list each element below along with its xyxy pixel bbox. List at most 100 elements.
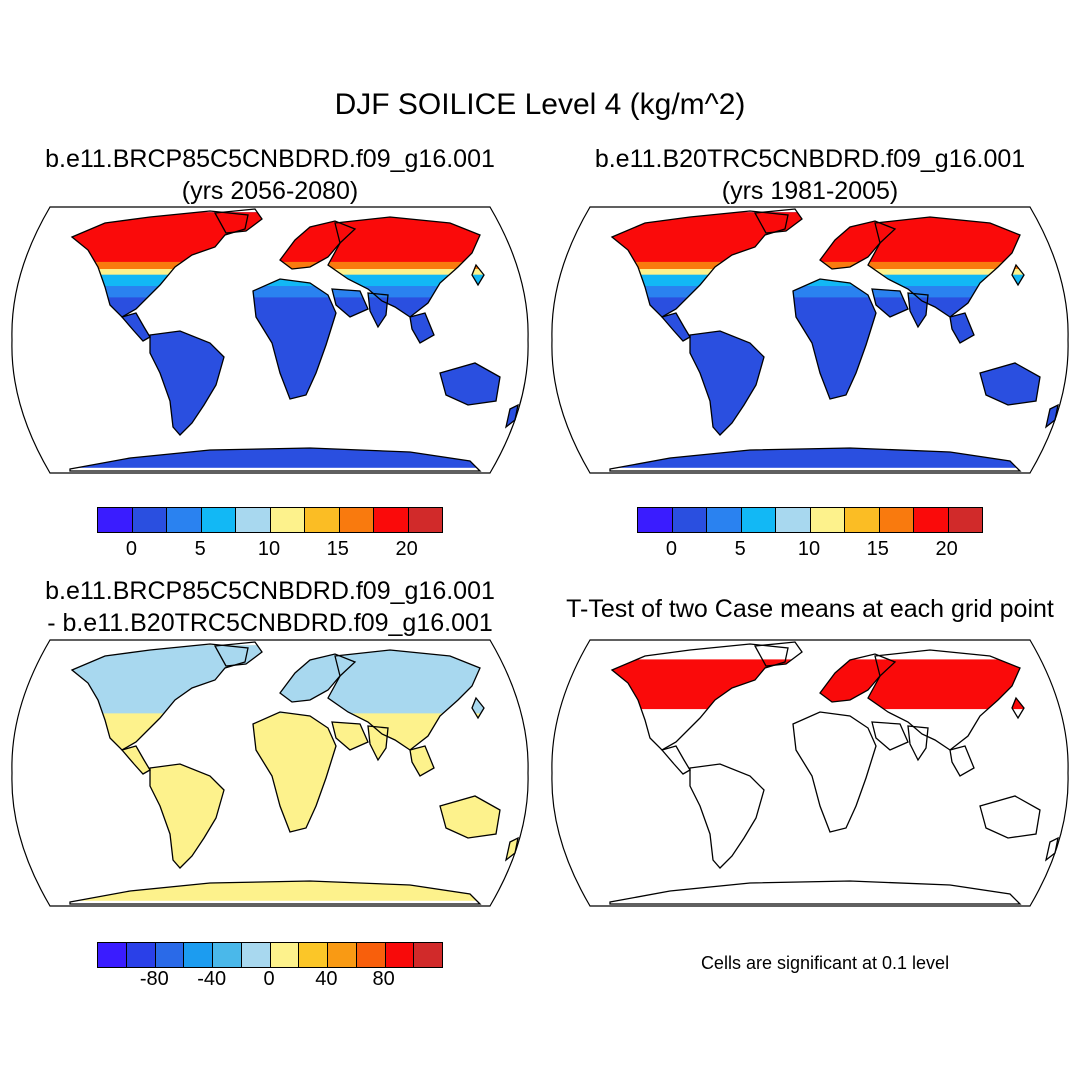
colorbar-swatch [672,508,707,532]
colorbar-swatch [98,508,133,532]
colorbar-swatch [408,508,442,532]
panel-4-title: T-Test of two Case means at each grid po… [540,593,1080,625]
coastline-japan [471,696,485,720]
colorbar-tick-label: 10 [257,538,281,560]
panel-4-title-line1: T-Test of two Case means at each grid po… [566,595,1054,623]
colorbar-tick-label: 10 [797,538,821,560]
colorbar-swatch [356,943,386,967]
coastline-southeast-asia [949,745,975,777]
coastline-europe [819,653,897,703]
coastline-southeast-asia [949,312,975,344]
colorbar-swatch [414,943,442,967]
colorbar-tick-label: 0 [263,968,275,990]
coastline-japan [471,263,485,287]
coastline-southeast-asia [409,745,435,777]
colorbar-panel-1 [97,507,443,533]
colorbar-panel-2 [637,507,983,533]
coastline-australia [439,795,501,839]
map-panel-3 [11,639,529,907]
coastline-australia [979,362,1041,406]
coastline-greenland [213,208,263,234]
colorbar-tick-label: 40 [315,968,338,990]
coastline-antarctica [609,880,1022,905]
coastline-asia [867,216,1021,318]
coastline-asia [327,649,481,751]
colorbar-swatch [879,508,914,532]
colorbar-swatch [339,508,374,532]
colorbar-tick-label: 80 [372,968,395,990]
coastline-south-america [149,763,225,869]
panel-1-title-line2: (yrs 2056-2080) [181,177,359,205]
colorbar-tick-label: 5 [734,538,746,560]
colorbar-swatch [374,508,409,532]
map-panel-4 [551,639,1069,907]
colorbar-swatch [167,508,202,532]
colorbar-swatch [328,943,357,967]
colorbar-swatch [201,508,236,532]
coastline-north-america [610,210,789,318]
coastline-antarctica [69,447,482,472]
colorbar-swatch [241,943,271,967]
panel-1-title: b.e11.BRCP85C5CNBDRD.f09_g16.001 (yrs 20… [0,143,540,207]
coastline-europe [279,220,357,270]
map-frame [11,639,529,907]
coastline-arabia [331,288,369,318]
panel-2-title: b.e11.B20TRC5CNBDRD.f09_g16.001 (yrs 198… [540,143,1080,207]
coastline-north-america [610,643,789,751]
figure-title: DJF SOILICE Level 4 (kg/m^2) [334,88,746,121]
colorbar-swatch [299,943,328,967]
colorbar-ticks-panel-1: 0 5 10 15 20 [97,538,441,560]
coastline-antarctica [69,880,482,905]
coastline-north-america [70,643,249,751]
significance-note: Cells are significant at 0.1 level [700,953,950,973]
colorbar-tick-label: 15 [866,538,889,560]
colorbar-swatch [385,943,415,967]
coastline-australia [979,795,1041,839]
coastline-arabia [331,721,369,751]
coastline-asia [327,216,481,318]
colorbar-tick-label: -80 [139,968,169,990]
coastline-india [367,292,389,329]
coastline-arabia [871,288,909,318]
colorbar-swatch [741,508,776,532]
panel-2-title-line2: (yrs 1981-2005) [721,177,899,205]
coastline-japan [1011,263,1025,287]
colorbar-swatch [184,943,213,967]
colorbar-swatch [270,508,305,532]
map-frame [11,206,529,474]
colorbar-swatch [270,943,300,967]
colorbar-tick-label: 0 [665,538,677,560]
coastline-south-america [689,763,765,869]
coastline-arabia [871,721,909,751]
panel-1-title-line1: b.e11.BRCP85C5CNBDRD.f09_g16.001 [45,145,495,173]
coastline-india [907,725,929,762]
coastline-southeast-asia [409,312,435,344]
colorbar-swatch [707,508,742,532]
coastline-africa [252,711,337,833]
colorbar-panel-3 [97,942,443,968]
coastline-india [907,292,929,329]
coastline-india [367,725,389,762]
coastline-africa [792,711,877,833]
colorbar-swatch [213,943,242,967]
coastline-antarctica [609,447,1022,472]
coastline-south-america [689,330,765,436]
coastline-africa [252,278,337,400]
coastline-greenland [213,641,263,667]
colorbar-swatch [305,508,340,532]
panel-3-title-line2: - b.e11.B20TRC5CNBDRD.f09_g16.001 [47,609,493,637]
map-frame [551,206,1069,474]
coastline-europe [819,220,897,270]
coastline-north-america [70,210,249,318]
colorbar-swatch [948,508,982,532]
colorbar-swatch [98,943,127,967]
map-frame [551,639,1069,907]
colorbar-swatch [776,508,811,532]
coastline-australia [439,362,501,406]
colorbar-tick-label: -40 [197,968,227,990]
colorbar-ticks-panel-2: 0 5 10 15 20 [637,538,981,560]
colorbar-swatch [810,508,845,532]
colorbar-swatch [155,943,185,967]
coastline-south-america [149,330,225,436]
coastline-greenland [753,641,803,667]
